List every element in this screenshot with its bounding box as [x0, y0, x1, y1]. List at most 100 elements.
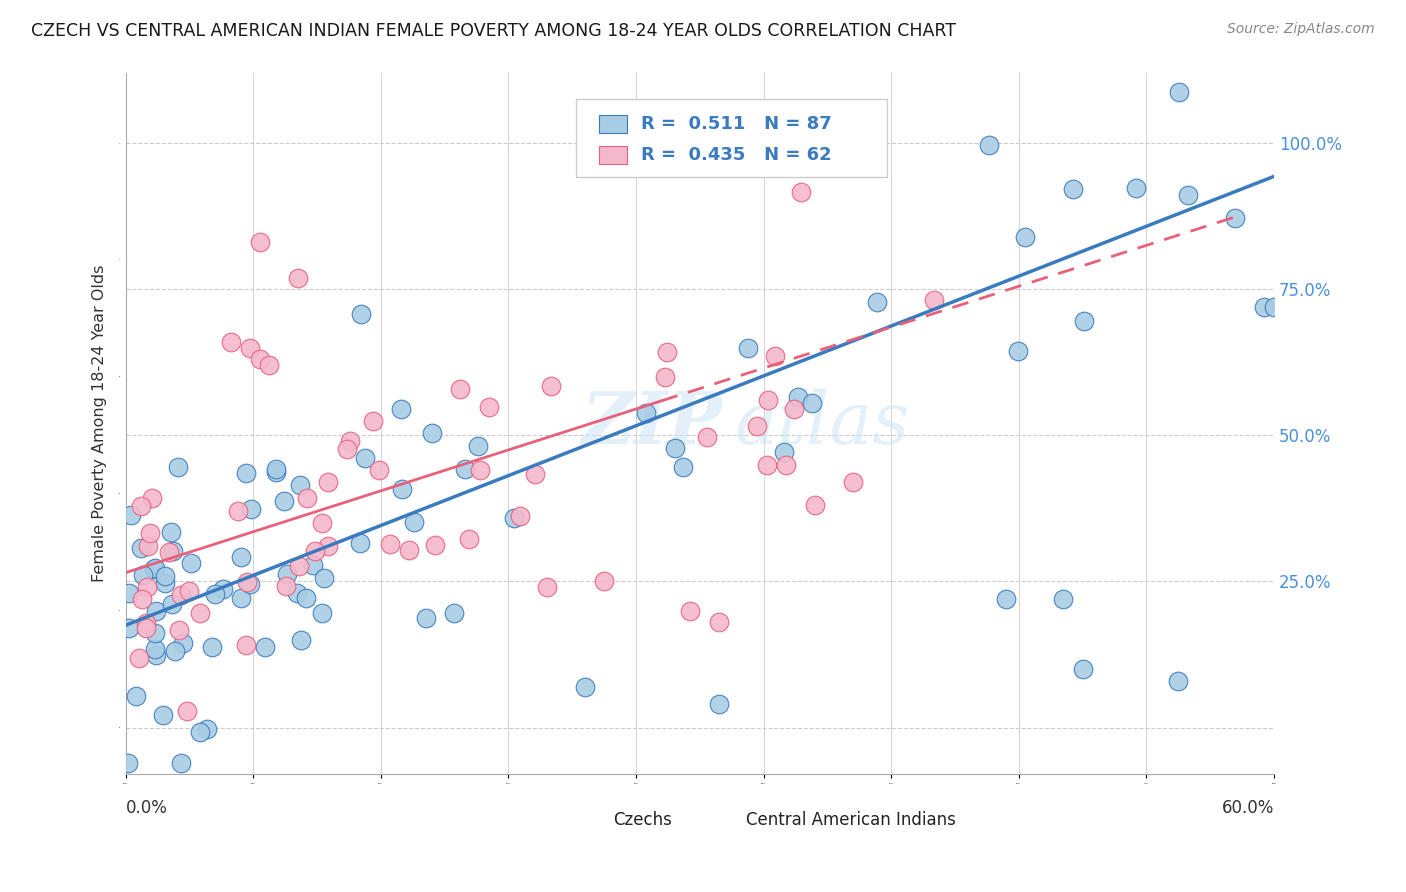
- Point: [536, 580, 558, 594]
- Point: [842, 475, 865, 489]
- Point: [787, 390, 810, 404]
- Point: [457, 533, 479, 547]
- Point: [378, 537, 401, 551]
- Point: [801, 396, 824, 410]
- Point: [136, 580, 159, 594]
- Point: [129, 541, 152, 555]
- Point: [273, 494, 295, 508]
- Point: [707, 615, 730, 630]
- Point: [138, 525, 160, 540]
- Point: [443, 607, 465, 621]
- Text: CZECH VS CENTRAL AMERICAN INDIAN FEMALE POVERTY AMONG 18-24 YEAR OLDS CORRELATIO: CZECH VS CENTRAL AMERICAN INDIAN FEMALE …: [31, 22, 956, 40]
- Point: [235, 638, 257, 652]
- Point: [143, 561, 166, 575]
- Point: [737, 341, 759, 355]
- Point: [143, 626, 166, 640]
- Point: [145, 648, 167, 662]
- Point: [391, 482, 413, 496]
- Point: [212, 582, 235, 596]
- Point: [129, 499, 152, 513]
- Point: [350, 307, 373, 321]
- Point: [1071, 662, 1094, 676]
- Point: [179, 584, 201, 599]
- Point: [664, 441, 686, 455]
- Point: [167, 459, 190, 474]
- Point: [188, 724, 211, 739]
- Point: [823, 124, 845, 138]
- Text: Czechs: Czechs: [613, 811, 672, 829]
- Point: [1167, 673, 1189, 688]
- Point: [1223, 211, 1246, 225]
- Point: [231, 549, 253, 564]
- Point: [143, 560, 166, 574]
- Point: [657, 344, 679, 359]
- Point: [201, 640, 224, 655]
- Point: [467, 439, 489, 453]
- Point: [389, 401, 412, 416]
- Point: [773, 444, 796, 458]
- Point: [160, 524, 183, 539]
- Point: [176, 704, 198, 718]
- Text: R =  0.511   N = 87: R = 0.511 N = 87: [641, 115, 832, 133]
- Point: [574, 680, 596, 694]
- Point: [335, 442, 357, 457]
- Point: [314, 571, 336, 585]
- Point: [167, 623, 190, 637]
- Text: atlas: atlas: [734, 388, 910, 458]
- Point: [415, 611, 437, 625]
- Point: [163, 644, 186, 658]
- Point: [478, 400, 501, 414]
- FancyBboxPatch shape: [579, 812, 605, 829]
- Point: [135, 621, 157, 635]
- Point: [170, 588, 193, 602]
- Text: ZIP: ZIP: [582, 388, 723, 459]
- Point: [311, 516, 333, 531]
- Point: [524, 467, 547, 481]
- FancyBboxPatch shape: [599, 146, 627, 164]
- Point: [257, 358, 280, 372]
- Point: [235, 466, 257, 480]
- Point: [654, 370, 676, 384]
- Text: Central American Indians: Central American Indians: [745, 811, 956, 829]
- Point: [790, 185, 813, 199]
- Text: Source: ZipAtlas.com: Source: ZipAtlas.com: [1227, 22, 1375, 37]
- FancyBboxPatch shape: [599, 115, 627, 133]
- Point: [264, 465, 287, 479]
- Point: [157, 545, 180, 559]
- Point: [180, 557, 202, 571]
- Point: [141, 491, 163, 505]
- Point: [276, 567, 298, 582]
- Point: [593, 574, 616, 589]
- Point: [240, 502, 263, 516]
- Point: [404, 516, 426, 530]
- Point: [450, 382, 472, 396]
- Point: [226, 504, 249, 518]
- Point: [128, 651, 150, 665]
- Point: [219, 334, 242, 349]
- Point: [1263, 300, 1285, 314]
- Point: [1014, 229, 1036, 244]
- Point: [420, 426, 443, 441]
- Point: [285, 586, 308, 600]
- Point: [266, 461, 288, 475]
- Point: [316, 475, 339, 489]
- Point: [153, 576, 176, 591]
- Point: [696, 430, 718, 444]
- Point: [231, 591, 253, 605]
- Point: [287, 270, 309, 285]
- Point: [249, 352, 271, 367]
- Point: [540, 379, 562, 393]
- Point: [1125, 181, 1147, 195]
- Point: [120, 508, 142, 522]
- Point: [236, 574, 259, 589]
- Point: [503, 510, 526, 524]
- Point: [641, 124, 664, 138]
- Point: [339, 434, 361, 448]
- Point: [672, 460, 695, 475]
- Point: [274, 579, 297, 593]
- Point: [249, 235, 271, 250]
- Point: [118, 586, 141, 600]
- Point: [866, 294, 889, 309]
- Point: [143, 641, 166, 656]
- Point: [152, 707, 174, 722]
